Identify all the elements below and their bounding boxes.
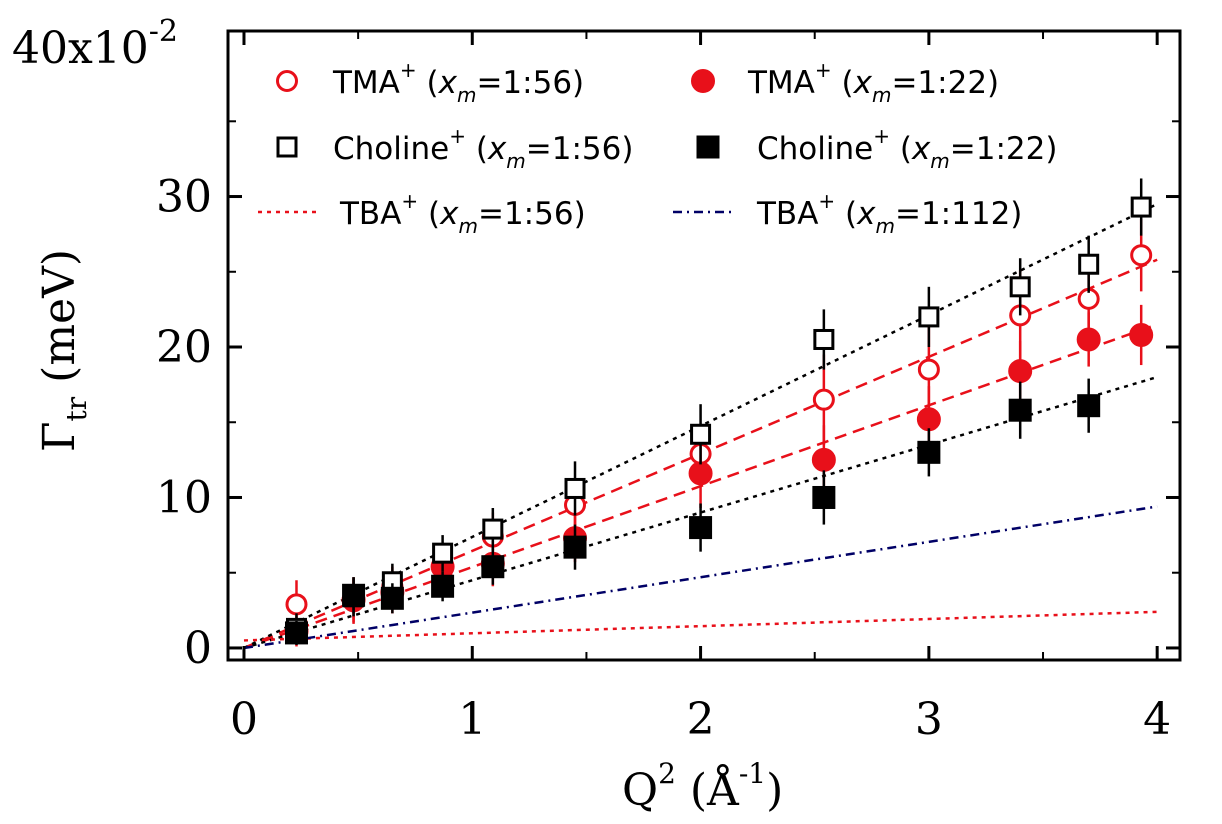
- legend-label: Choline+ (xm=1:22): [757, 124, 1057, 173]
- axis-tick-labels: 0 1 2 3 4 0 10 20 30: [156, 172, 1171, 745]
- legend-label: TMA+ (xm=1:56): [332, 58, 584, 107]
- y-tick-label: 0: [184, 623, 212, 674]
- data-point: [1076, 327, 1101, 352]
- data-point: [285, 593, 308, 616]
- y-tick-label: 30: [156, 172, 212, 223]
- data-point: [1009, 276, 1031, 298]
- data-point: [1130, 196, 1152, 218]
- data-point: [917, 440, 941, 464]
- data-point: [918, 306, 940, 328]
- data-point: [688, 461, 713, 486]
- legend-marker: [276, 136, 298, 158]
- data-point: [811, 447, 836, 472]
- data-point: [1078, 253, 1100, 275]
- legend-entry-2: Choline+ (xm=1:56): [276, 124, 633, 173]
- legend-entry-4: TBA+ (xm=1:56): [258, 189, 586, 238]
- data-point: [431, 574, 455, 598]
- legend-marker: [691, 69, 715, 93]
- axis-ticks: [228, 31, 1180, 660]
- data-point: [284, 621, 308, 645]
- data-point: [812, 485, 836, 509]
- x-tick-label: 0: [230, 694, 258, 745]
- legend-label: Choline+ (xm=1:56): [333, 124, 633, 173]
- legend-entry-0: TMA+ (xm=1:56): [276, 58, 584, 107]
- legend-label: TBA+ (xm=1:56): [339, 189, 586, 238]
- y-scale-label: 40x10-2: [12, 14, 178, 74]
- fit-line-4: [243, 610, 1158, 642]
- data-point: [1129, 322, 1154, 347]
- data-point: [813, 328, 835, 350]
- legend-label: TMA+ (xm=1:22): [747, 58, 999, 107]
- data-point: [342, 583, 366, 607]
- data-point: [690, 423, 712, 445]
- data-point: [916, 407, 941, 432]
- data-point: [564, 477, 586, 499]
- fit-line-5: [243, 505, 1158, 650]
- data-point: [1130, 244, 1153, 267]
- legend-marker: [276, 70, 298, 92]
- data-point: [1077, 394, 1101, 418]
- data-point: [1008, 398, 1032, 422]
- data-point: [432, 542, 454, 564]
- x-tick-label: 3: [915, 694, 943, 745]
- series-3: [284, 378, 1101, 645]
- x-tick-label: 4: [1143, 694, 1171, 745]
- y-axis-title: Γtr (meV): [34, 249, 93, 452]
- y-tick-label: 20: [156, 322, 212, 373]
- fit-line-3: [243, 375, 1158, 650]
- x-axis-title: Q2 (Å-1): [622, 757, 783, 816]
- data-point: [1008, 359, 1033, 384]
- series-1: [284, 304, 1154, 647]
- data-point: [481, 555, 505, 579]
- data-point: [917, 358, 940, 381]
- data-points: [284, 178, 1154, 647]
- data-point: [482, 518, 504, 540]
- plot-frame: [226, 29, 1182, 662]
- legend-marker: [696, 135, 720, 159]
- data-point: [812, 388, 835, 411]
- legend-entry-1: TMA+ (xm=1:22): [691, 58, 999, 107]
- legend-entry-3: Choline+ (xm=1:22): [696, 124, 1057, 173]
- legend-label: TBA+ (xm=1:112): [756, 189, 1022, 238]
- x-tick-label: 1: [458, 694, 486, 745]
- data-point: [380, 586, 404, 610]
- legend: TMA+ (xm=1:56) TMA+ (xm=1:22) Choline+ (xm…: [258, 58, 1057, 238]
- x-tick-label: 2: [687, 694, 715, 745]
- data-point: [689, 516, 713, 540]
- legend-entry-5: TBA+ (xm=1:112): [673, 189, 1022, 238]
- data-point: [563, 535, 587, 559]
- y-tick-label: 10: [156, 472, 212, 523]
